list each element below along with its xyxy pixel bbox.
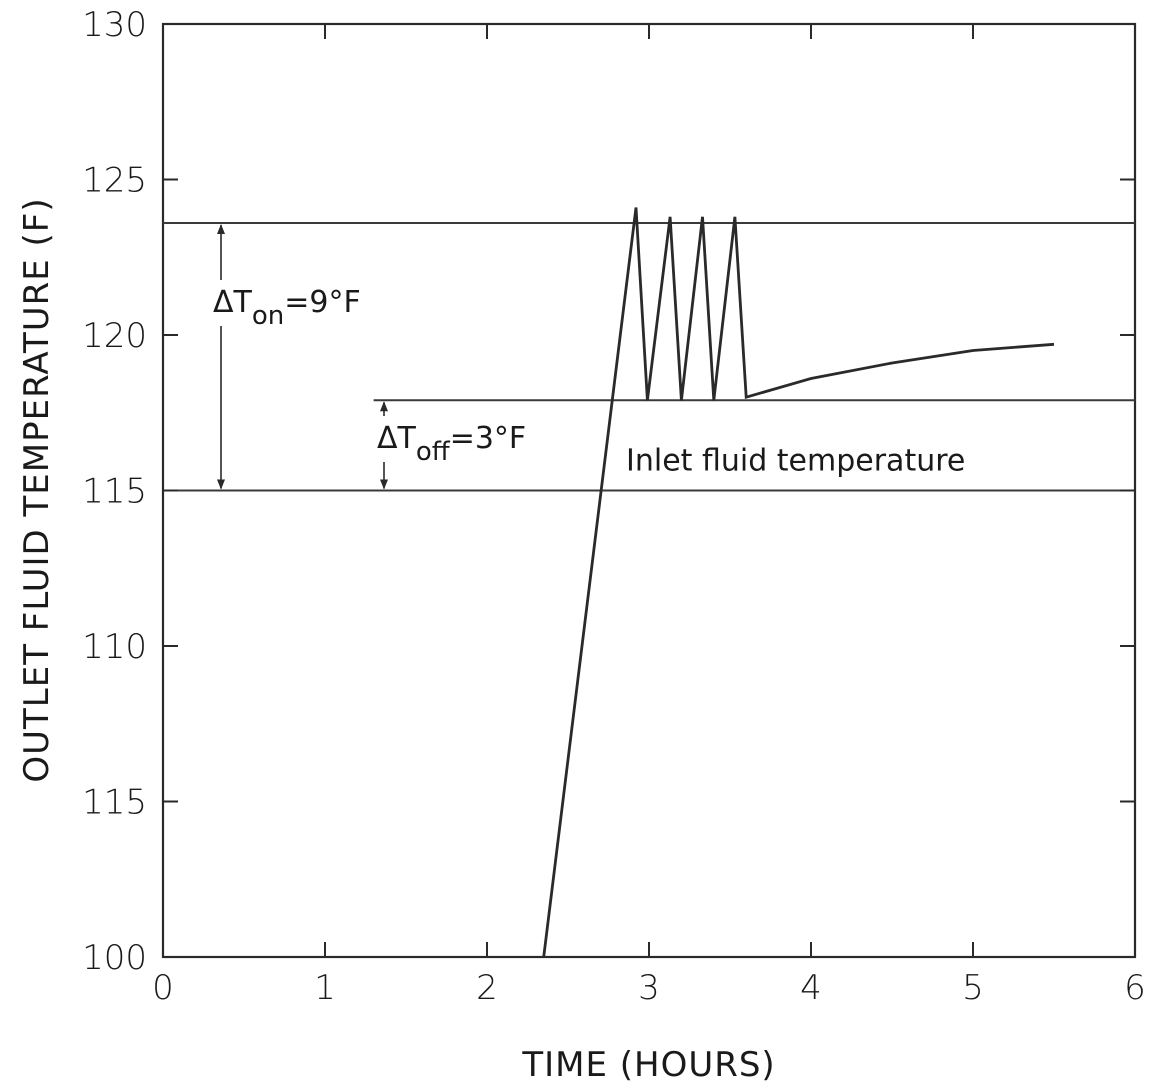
y-tick-label: 100 bbox=[82, 938, 147, 978]
delta-t-off-arrow-down bbox=[380, 479, 388, 490]
x-tick-label: 1 bbox=[314, 968, 336, 1008]
x-tick-label: 6 bbox=[1124, 968, 1146, 1008]
inlet-temperature-label: Inlet fluid temperature bbox=[626, 443, 965, 478]
delta-t-value: =9°F bbox=[284, 285, 360, 320]
delta-t-off-arrow-up bbox=[380, 401, 388, 412]
delta-t-off-label: ΔToff=3°F bbox=[377, 421, 526, 467]
series-line-0 bbox=[542, 207, 1055, 958]
x-tick-label: 5 bbox=[962, 968, 984, 1008]
x-tick-label: 4 bbox=[800, 968, 822, 1008]
y-axis-title: OUTLET FLUID TEMPERATURE (F) bbox=[17, 197, 57, 782]
delta-t-subscript: off bbox=[416, 437, 451, 467]
y-tick-label: 120 bbox=[82, 316, 147, 356]
x-axis-title: TIME (HOURS) bbox=[521, 1045, 775, 1085]
y-tick-label: 130 bbox=[82, 5, 147, 45]
x-tick-label: 2 bbox=[476, 968, 498, 1008]
delta-t-on-arrow-down bbox=[217, 479, 225, 490]
delta-t-prefix: ΔT bbox=[377, 421, 417, 456]
delta-t-subscript: on bbox=[252, 301, 284, 331]
series-group bbox=[542, 207, 1055, 958]
y-tick-label: 115 bbox=[82, 472, 147, 512]
y-tick-label: 115 bbox=[82, 783, 147, 823]
delta-t-value: =3°F bbox=[450, 421, 526, 456]
delta-t-on-arrow-up bbox=[217, 224, 225, 235]
y-tick-label: 110 bbox=[82, 627, 147, 667]
axis-ticks bbox=[162, 23, 1136, 958]
x-tick-label: 0 bbox=[152, 968, 174, 1008]
reference-lines: Inlet fluid temperature bbox=[163, 222, 1135, 492]
delta-t-prefix: ΔT bbox=[213, 285, 253, 320]
x-tick-label: 3 bbox=[638, 968, 660, 1008]
y-tick-label: 125 bbox=[82, 161, 147, 201]
tick-labels: 0 1 2 3 4 5 6 100 115 110 115 120 125 130 bbox=[82, 5, 1146, 1008]
delta-t-on-label: ΔTon=9°F bbox=[213, 285, 361, 331]
